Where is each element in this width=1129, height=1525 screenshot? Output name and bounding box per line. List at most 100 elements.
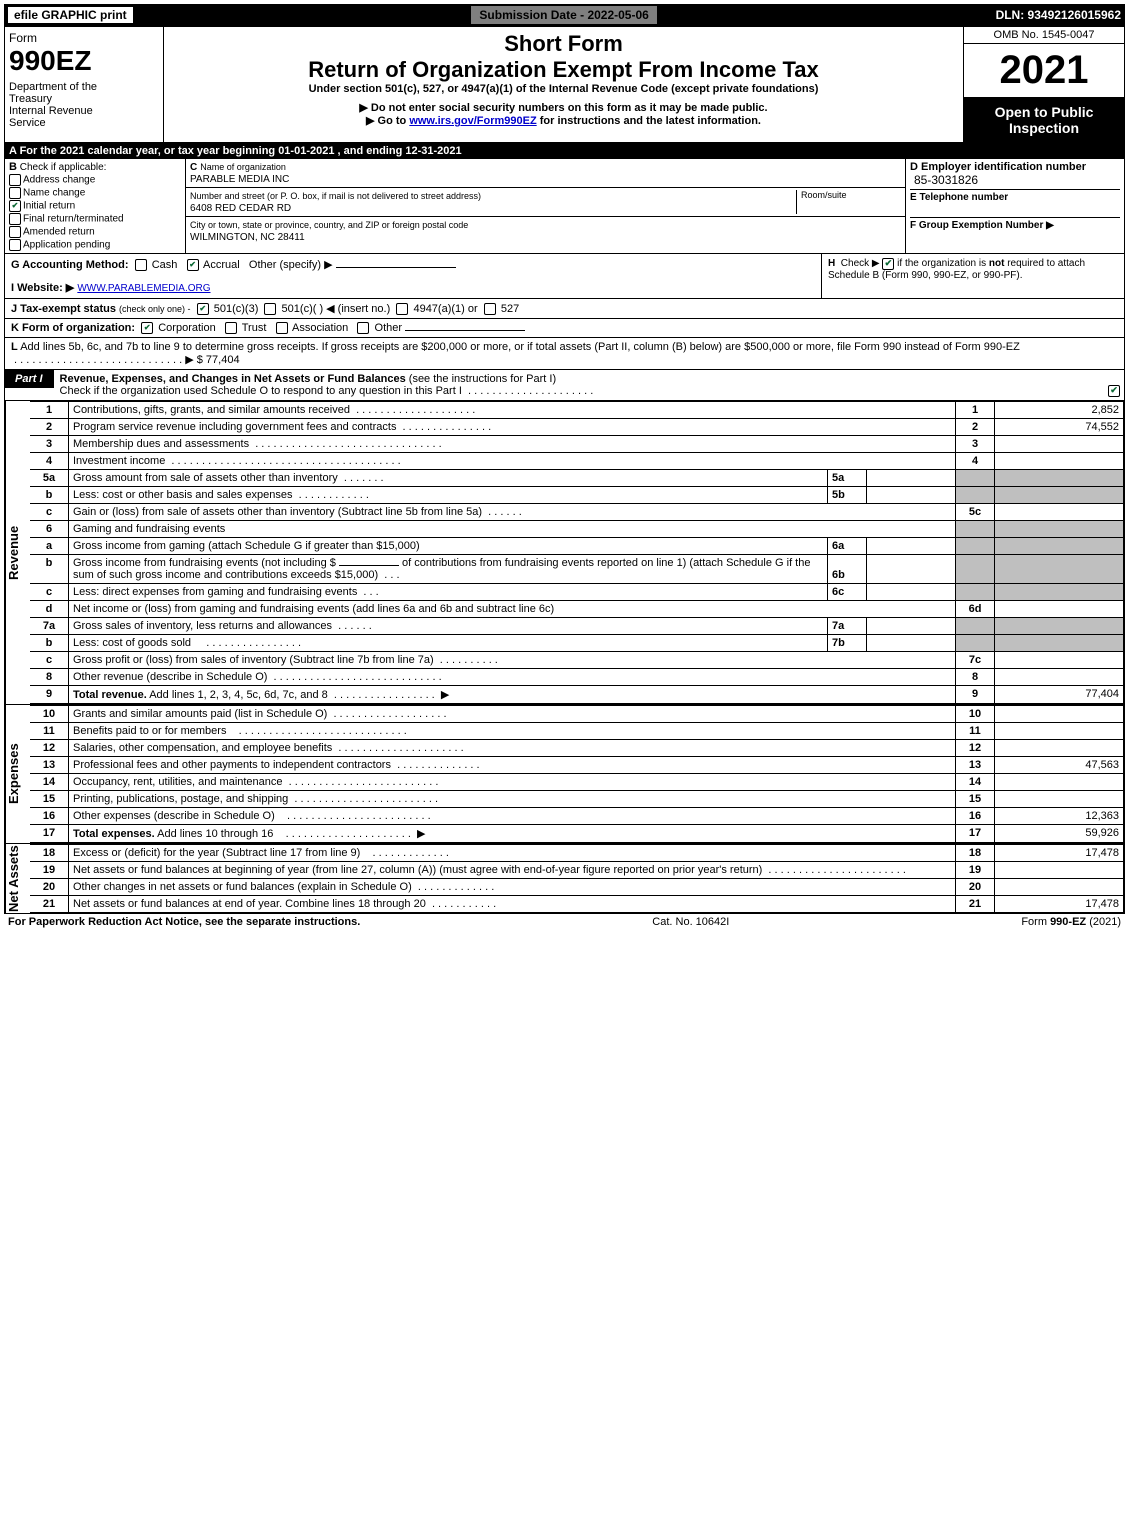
- row-l: L Add lines 5b, 6c, and 7b to line 9 to …: [5, 338, 1124, 370]
- revenue-side-label: Revenue: [5, 401, 30, 704]
- part-1-title: Revenue, Expenses, and Changes in Net As…: [60, 373, 406, 385]
- d-ein-label: D Employer identification number: [910, 161, 1120, 173]
- h-block: H Check ▶ ✔ if the organization is not r…: [821, 254, 1124, 298]
- h-not: not: [989, 258, 1005, 269]
- expenses-side-label: Expenses: [5, 705, 30, 843]
- cb-501c3[interactable]: ✔: [197, 303, 209, 315]
- lbl-accrual: Accrual: [203, 259, 240, 271]
- cb-trust[interactable]: [225, 322, 237, 334]
- line-20: 20Other changes in net assets or fund ba…: [30, 879, 1124, 896]
- cb-part1-sched-o[interactable]: ✔: [1108, 385, 1120, 397]
- line-6b: b Gross income from fundraising events (…: [30, 555, 1124, 584]
- cb-amended-return[interactable]: [9, 226, 21, 238]
- ein-value: 85-3031826: [914, 173, 1120, 187]
- form-word: Form: [9, 31, 159, 45]
- l1-rnum: 1: [956, 402, 995, 419]
- lbl-name-change: Name change: [23, 188, 85, 199]
- cb-sched-b-not-required[interactable]: ✔: [882, 258, 894, 270]
- line-5a: 5a Gross amount from sale of assets othe…: [30, 470, 1124, 487]
- line-7b: b Less: cost of goods sold . . . . . . .…: [30, 635, 1124, 652]
- line-7a: 7a Gross sales of inventory, less return…: [30, 618, 1124, 635]
- submission-date: Submission Date - 2022-05-06: [471, 6, 656, 24]
- line-18: 18Excess or (deficit) for the year (Subt…: [30, 845, 1124, 862]
- line-15: 15Printing, publications, postage, and s…: [30, 791, 1124, 808]
- cb-address-change[interactable]: [9, 174, 21, 186]
- line-8: 8 Other revenue (describe in Schedule O)…: [30, 669, 1124, 686]
- website-link[interactable]: WWW.PARABLEMEDIA.ORG: [77, 283, 210, 294]
- line-2: 2 Program service revenue including gove…: [30, 419, 1124, 436]
- line-5b: b Less: cost or other basis and sales ex…: [30, 487, 1124, 504]
- lbl-cash: Cash: [152, 259, 178, 271]
- h-text2: required to attach Schedule B (Form 990,…: [828, 258, 1085, 281]
- line-13: 13Professional fees and other payments t…: [30, 757, 1124, 774]
- cb-initial-return[interactable]: ✔: [9, 200, 21, 212]
- line-10: 10Grants and similar amounts paid (list …: [30, 706, 1124, 723]
- cb-501c[interactable]: [264, 303, 276, 315]
- l1-num: 1: [30, 402, 69, 419]
- i-website-label: I Website: ▶: [11, 282, 74, 294]
- footer: For Paperwork Reduction Act Notice, see …: [4, 914, 1125, 930]
- part-1-hint: (see the instructions for Part I): [409, 373, 556, 385]
- footer-cat: Cat. No. 10642I: [652, 916, 729, 928]
- lbl-trust: Trust: [242, 322, 267, 334]
- cb-assoc[interactable]: [276, 322, 288, 334]
- line-16: 16Other expenses (describe in Schedule O…: [30, 808, 1124, 825]
- other-method-field[interactable]: [336, 267, 456, 268]
- line-12: 12Salaries, other compensation, and empl…: [30, 740, 1124, 757]
- e-phone-label: E Telephone number: [910, 192, 1008, 203]
- row-j: J Tax-exempt status (check only one) - ✔…: [5, 299, 1124, 319]
- top-bar: efile GRAPHIC print Submission Date - 20…: [4, 4, 1125, 26]
- c-name-lbl: Name of organization: [200, 162, 286, 172]
- part-1-sub: Check if the organization used Schedule …: [60, 385, 462, 397]
- revenue-table: 1 Contributions, gifts, grants, and simi…: [30, 401, 1124, 704]
- netassets-side-label: Net Assets: [5, 844, 30, 913]
- fundraising-blank[interactable]: [339, 565, 399, 566]
- efile-label[interactable]: efile GRAPHIC print: [8, 7, 133, 23]
- street-lbl: Number and street (or P. O. box, if mail…: [190, 191, 481, 201]
- line-4: 4 Investment income . . . . . . . . . . …: [30, 453, 1124, 470]
- cb-corp[interactable]: ✔: [141, 322, 153, 334]
- short-form-title: Short Form: [168, 31, 959, 57]
- section-b-checkboxes: B Check if applicable: Address change Na…: [5, 159, 186, 253]
- j-hint: (check only one) -: [119, 304, 191, 314]
- lbl-corp: Corporation: [158, 322, 215, 334]
- header-left: Form 990EZ Department of theTreasuryInte…: [5, 27, 164, 142]
- lbl-application-pending: Application pending: [23, 240, 110, 251]
- city-lbl: City or town, state or province, country…: [190, 220, 468, 230]
- irs-link[interactable]: www.irs.gov/Form990EZ: [409, 115, 536, 127]
- cb-accrual[interactable]: ✔: [187, 259, 199, 271]
- line-6c: c Less: direct expenses from gaming and …: [30, 584, 1124, 601]
- line-14: 14Occupancy, rent, utilities, and mainte…: [30, 774, 1124, 791]
- note-ssn: ▶ Do not enter social security numbers o…: [168, 101, 959, 114]
- footer-left: For Paperwork Reduction Act Notice, see …: [8, 916, 360, 928]
- cb-other-org[interactable]: [357, 322, 369, 334]
- line-5c: c Gain or (loss) from sale of assets oth…: [30, 504, 1124, 521]
- open-public: Open to Public Inspection: [964, 98, 1124, 142]
- lbl-initial-return: Initial return: [23, 201, 75, 212]
- part-1-desc: Revenue, Expenses, and Changes in Net As…: [54, 370, 1104, 400]
- line-7c: c Gross profit or (loss) from sales of i…: [30, 652, 1124, 669]
- lbl-501c: 501(c)( ) ◀ (insert no.): [282, 303, 391, 315]
- line-6a: a Gross income from gaming (attach Sched…: [30, 538, 1124, 555]
- cb-application-pending[interactable]: [9, 239, 21, 251]
- other-org-field[interactable]: [405, 330, 525, 331]
- note2-post: for instructions and the latest informat…: [537, 115, 761, 127]
- cb-4947[interactable]: [396, 303, 408, 315]
- l-amount: $ 77,404: [197, 354, 240, 366]
- line-3: 3 Membership dues and assessments . . . …: [30, 436, 1124, 453]
- lbl-other-method: Other (specify) ▶: [249, 259, 333, 271]
- line-19: 19Net assets or fund balances at beginni…: [30, 862, 1124, 879]
- part-1-tag: Part I: [5, 370, 54, 388]
- line-9: 9 Total revenue. Add lines 1, 2, 3, 4, 5…: [30, 686, 1124, 704]
- cb-527[interactable]: [484, 303, 496, 315]
- cb-final-return[interactable]: [9, 213, 21, 225]
- note-link: ▶ Go to www.irs.gov/Form990EZ for instru…: [168, 114, 959, 127]
- form-container: Form 990EZ Department of theTreasuryInte…: [4, 26, 1125, 914]
- lbl-address-change: Address change: [23, 175, 95, 186]
- revenue-section: Revenue 1 Contributions, gifts, grants, …: [5, 401, 1124, 705]
- form-number: 990EZ: [9, 45, 159, 77]
- cb-cash[interactable]: [135, 259, 147, 271]
- street-val: 6408 RED CEDAR RD: [190, 203, 291, 214]
- cb-name-change[interactable]: [9, 187, 21, 199]
- org-name: PARABLE MEDIA INC: [190, 174, 289, 185]
